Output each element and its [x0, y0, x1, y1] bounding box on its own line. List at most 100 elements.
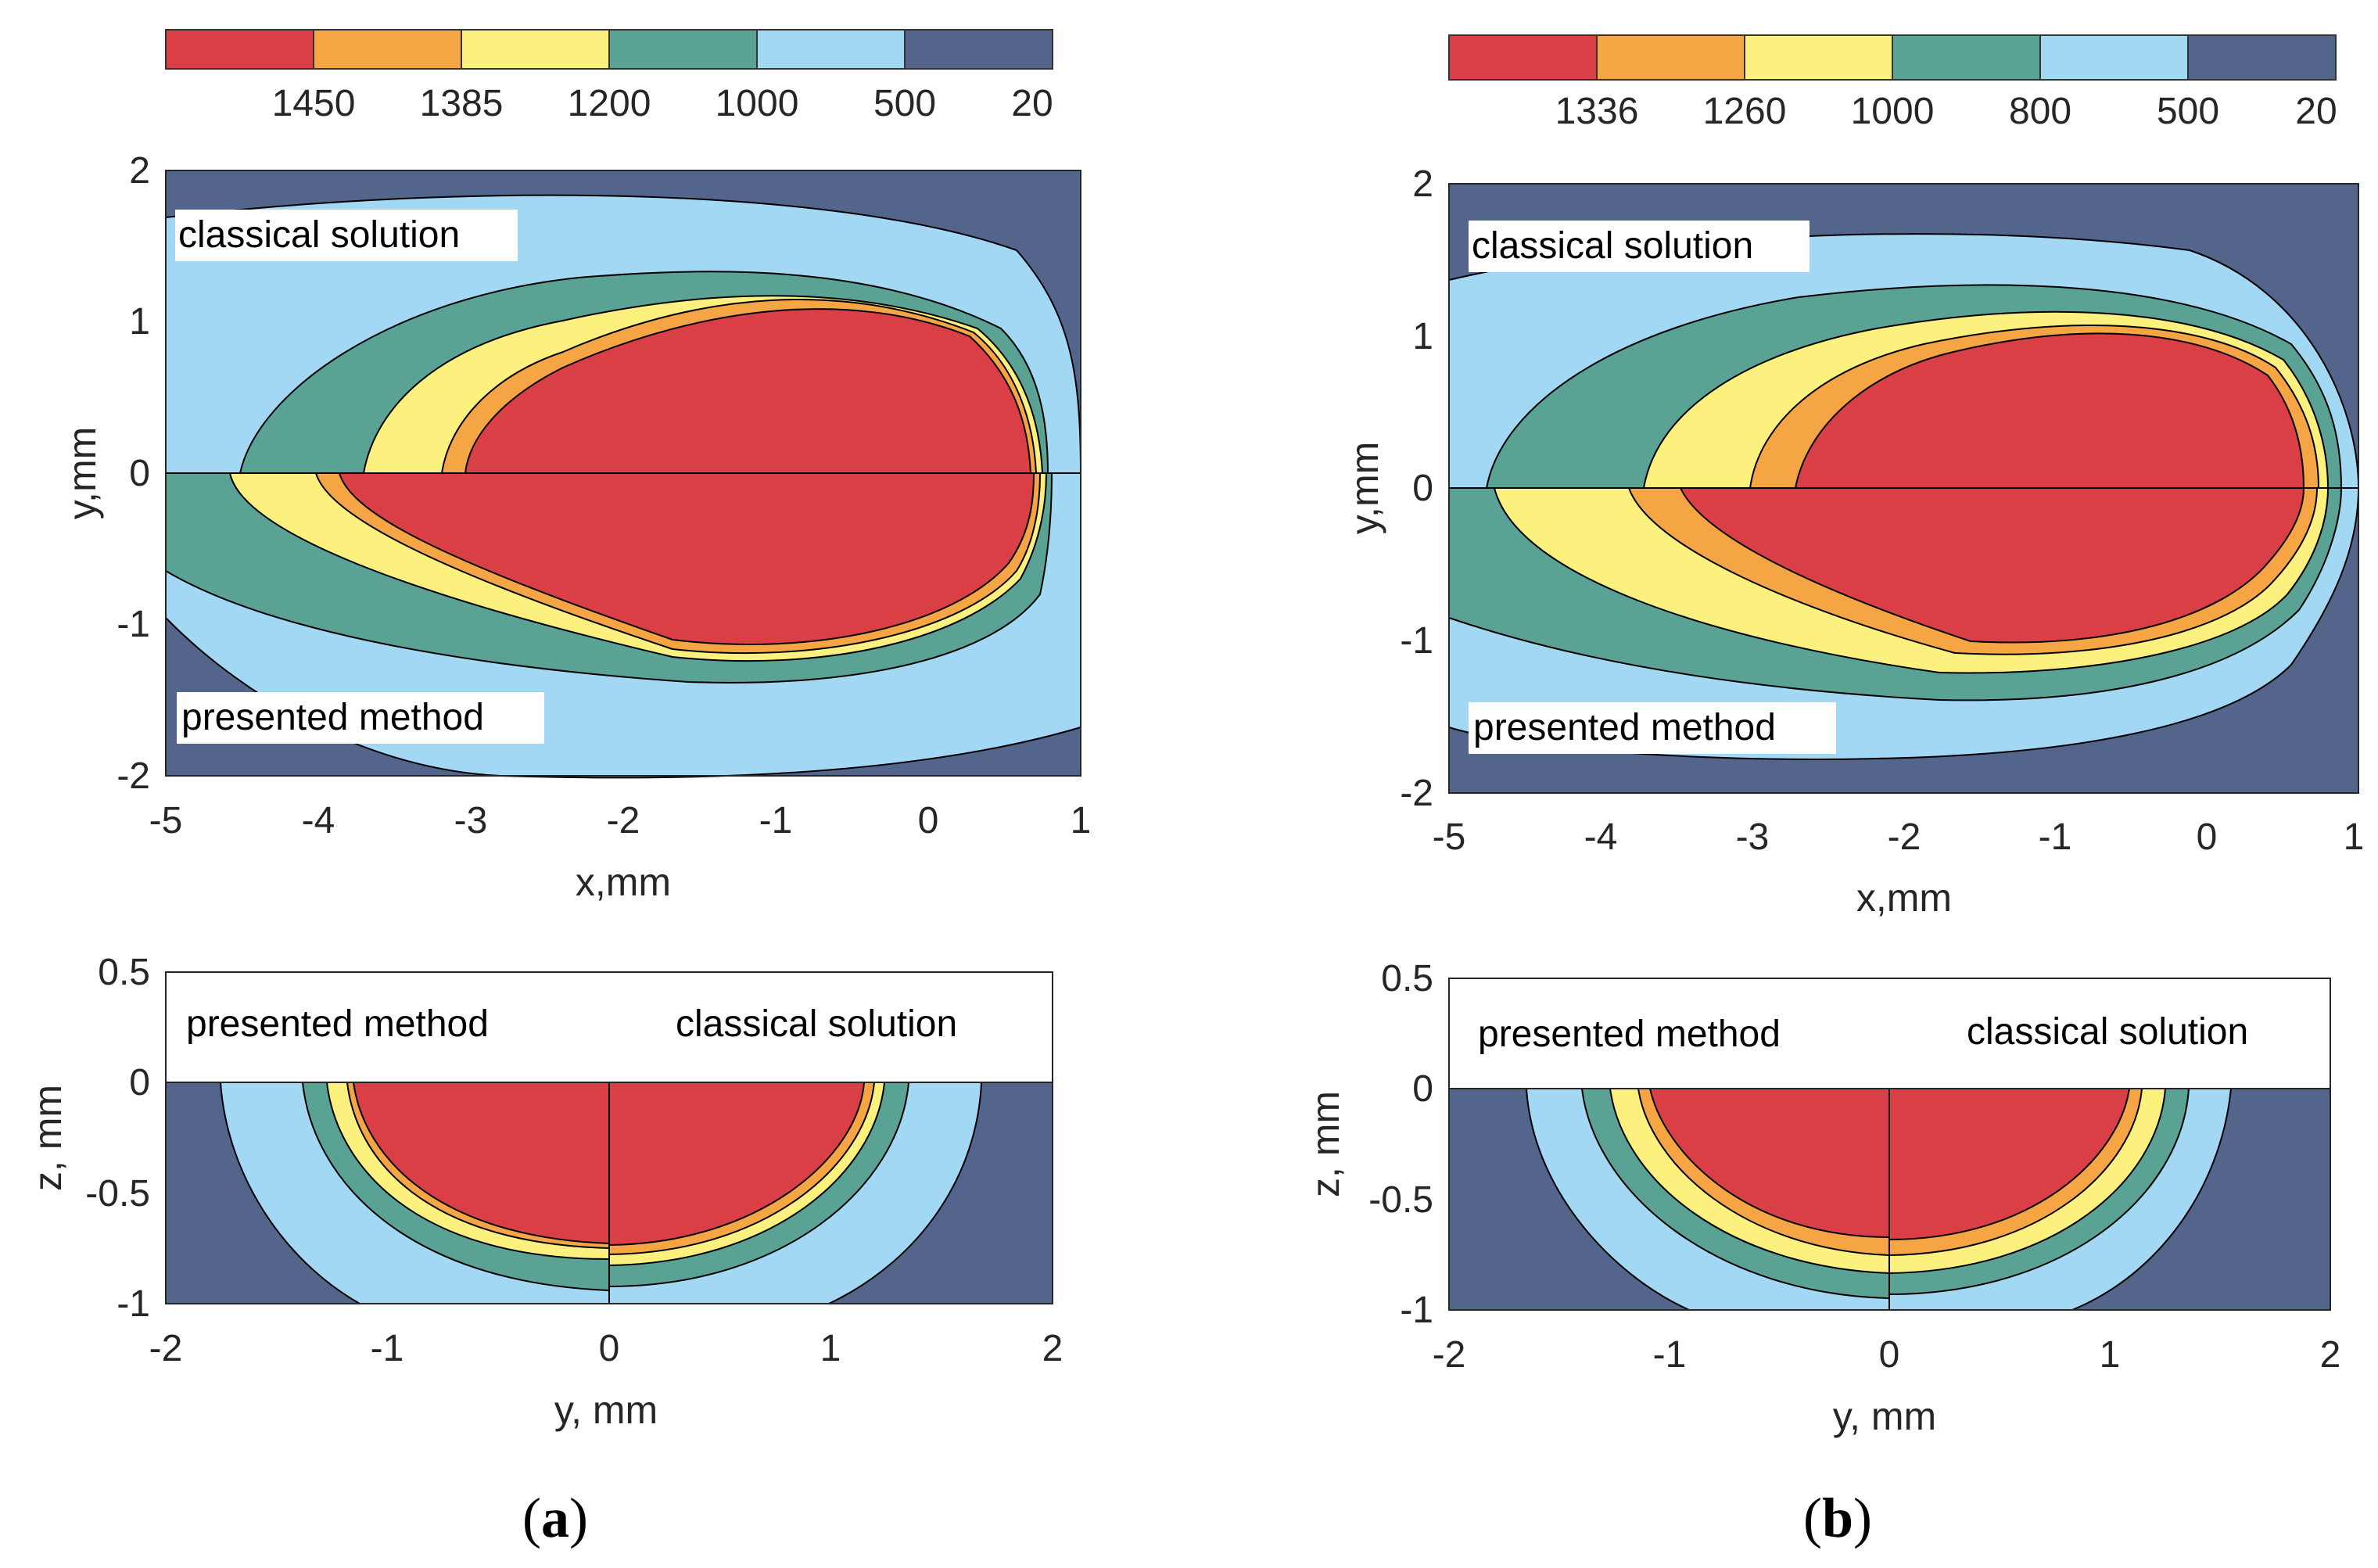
- b-bottom-xtick-0: 0: [1879, 1334, 1900, 1376]
- caption-a-letter: a: [541, 1487, 569, 1549]
- b-top-xtick-m4: -4: [1584, 816, 1618, 858]
- colorbar-a-label-3: 1200: [568, 83, 651, 124]
- annotation-a-top-classical-bg: [175, 210, 518, 261]
- plot-b-bottom-frame: [1448, 978, 2331, 1311]
- a-top-xtick-1: 1: [1071, 800, 1092, 841]
- colorbar-a-label-1: 1450: [272, 83, 356, 124]
- colorbar-a-swatch-5: [756, 29, 906, 70]
- colorbar-b: 1336 1260 1000 800 500 20: [1448, 34, 2337, 132]
- caption-a: (a): [522, 1487, 588, 1549]
- annotation-a-top-presented-bg: [177, 692, 544, 744]
- a-bottom-ylabel: z, mm: [26, 1085, 70, 1191]
- colorbar-b-label-1: 1336: [1555, 91, 1639, 132]
- a-bottom-xtick-2: 2: [1042, 1328, 1063, 1369]
- a-top-xtick-m4: -4: [302, 800, 335, 841]
- a-top-xlabel: x,mm: [576, 860, 671, 904]
- a-bottom-xtick-m2: -2: [149, 1328, 183, 1369]
- plot-a-bottom: presented method classical solution 0.5 …: [26, 952, 1063, 1432]
- a-top-ytick-1: 1: [129, 301, 150, 343]
- a-top-ytick-m1: -1: [117, 604, 150, 645]
- b-top-xtick-m2: -2: [1888, 816, 1921, 858]
- a-top-xtick-m2: -2: [607, 800, 640, 841]
- b-top-xtick-1: 1: [2344, 816, 2365, 858]
- contour-b-top-upper-1336: [1794, 332, 2305, 489]
- plot-a-top-frame: [165, 170, 1081, 777]
- colorbar-a-label-2: 1385: [420, 83, 504, 124]
- b-bottom-xtick-m2: -2: [1433, 1334, 1466, 1376]
- a-bottom-xtick-m1: -1: [371, 1328, 404, 1369]
- contour-a-bottom-left-1450: [352, 1082, 610, 1245]
- a-top-ytick-0: 0: [129, 453, 150, 494]
- colorbar-b-label-3: 1000: [1851, 91, 1935, 132]
- contour-b-bottom-right-1336: [1888, 1088, 2131, 1241]
- annotation-a-top-presented: presented method: [181, 697, 484, 738]
- colorbar-a-label-6: 20: [1011, 83, 1053, 124]
- annotation-b-top-classical-bg: [1469, 221, 1810, 272]
- b-bottom-ytick-m0.5: -0.5: [1368, 1179, 1433, 1221]
- a-top-ytick-2: 2: [129, 150, 150, 192]
- b-top-xtick-m3: -3: [1736, 816, 1770, 858]
- b-top-ytick-2: 2: [1412, 163, 1433, 205]
- b-bottom-xtick-2: 2: [2320, 1334, 2341, 1376]
- annotation-b-bottom-classical: classical solution: [1967, 1011, 2248, 1053]
- contour-a-top-upper-1450: [464, 308, 1032, 474]
- a-top-ytick-m2: -2: [117, 755, 150, 797]
- contour-b-bottom-left-1336: [1648, 1088, 1890, 1239]
- a-bottom-ytick-m1: -1: [117, 1283, 150, 1325]
- a-bottom-xtick-0: 0: [599, 1328, 620, 1369]
- b-top-ytick-m2: -2: [1400, 773, 1433, 814]
- b-bottom-xtick-1: 1: [2100, 1334, 2121, 1376]
- a-bottom-xlabel: y, mm: [554, 1388, 658, 1432]
- annotation-a-bottom-classical: classical solution: [676, 1003, 957, 1045]
- b-top-xtick-m5: -5: [1433, 816, 1466, 858]
- a-bottom-ytick-0.5: 0.5: [98, 952, 150, 993]
- colorbar-b-swatch-2: [1596, 34, 1745, 81]
- b-top-xtick-0: 0: [2197, 816, 2218, 858]
- colorbar-b-swatch-1: [1448, 34, 1598, 81]
- a-top-xtick-m1: -1: [759, 800, 793, 841]
- caption-b-letter: b: [1822, 1487, 1853, 1549]
- b-top-ylabel: y,mm: [1343, 442, 1386, 534]
- colorbar-a-swatch-4: [608, 29, 758, 70]
- colorbar-a-label-5: 500: [873, 83, 936, 124]
- panel-b: 1336 1260 1000 800 500 20 classical solu…: [1304, 34, 2365, 1549]
- panel-a: 1450 1385 1200 1000 500 20 classical sol…: [26, 29, 1091, 1549]
- colorbar-b-label-5: 500: [2157, 91, 2219, 132]
- b-bottom-xlabel: y, mm: [1833, 1394, 1936, 1438]
- contour-b-top-lower-1336: [1679, 487, 2305, 644]
- colorbar-b-label-2: 1260: [1703, 91, 1787, 132]
- colorbar-a-swatch-3: [461, 29, 610, 70]
- plot-b-bottom: presented method classical solution 0.5 …: [1304, 958, 2340, 1438]
- a-top-xtick-m5: -5: [149, 800, 183, 841]
- colorbar-a-swatch-6: [904, 29, 1053, 70]
- colorbar-b-label-4: 800: [2009, 91, 2071, 132]
- b-bottom-ylabel: z, mm: [1304, 1091, 1347, 1197]
- colorbar-a-label-4: 1000: [716, 83, 799, 124]
- annotation-b-top-classical: classical solution: [1472, 225, 1753, 267]
- plot-b-bottom-label-band: [1449, 978, 2330, 1089]
- colorbar-b-swatch-4: [1892, 34, 2041, 81]
- b-bottom-ytick-0: 0: [1412, 1068, 1433, 1110]
- b-bottom-ytick-0.5: 0.5: [1381, 958, 1433, 999]
- plot-b-top-frame: [1448, 183, 2359, 794]
- colorbar-a-swatch-2: [313, 29, 462, 70]
- b-top-xtick-m1: -1: [2039, 816, 2072, 858]
- contour-a-bottom-right-1450: [608, 1082, 866, 1247]
- b-top-ytick-0: 0: [1412, 468, 1433, 509]
- b-bottom-ytick-m1: -1: [1400, 1290, 1433, 1331]
- a-top-xtick-m3: -3: [454, 800, 488, 841]
- a-top-ylabel: y,mm: [60, 427, 104, 519]
- a-top-xtick-0: 0: [918, 800, 939, 841]
- annotation-a-top-classical: classical solution: [178, 214, 460, 256]
- annotation-b-top-presented: presented method: [1473, 707, 1776, 748]
- b-bottom-xtick-m1: -1: [1653, 1334, 1687, 1376]
- caption-b: (b): [1803, 1487, 1872, 1549]
- a-bottom-ytick-0: 0: [129, 1062, 150, 1103]
- a-bottom-xtick-1: 1: [820, 1328, 841, 1369]
- b-top-ytick-m1: -1: [1400, 620, 1433, 662]
- plot-a-top: classical solution presented method 2 1 …: [60, 150, 1091, 904]
- b-top-xlabel: x,mm: [1856, 876, 1952, 920]
- annotation-a-bottom-presented: presented method: [186, 1003, 489, 1045]
- annotation-b-top-presented-bg: [1469, 702, 1836, 754]
